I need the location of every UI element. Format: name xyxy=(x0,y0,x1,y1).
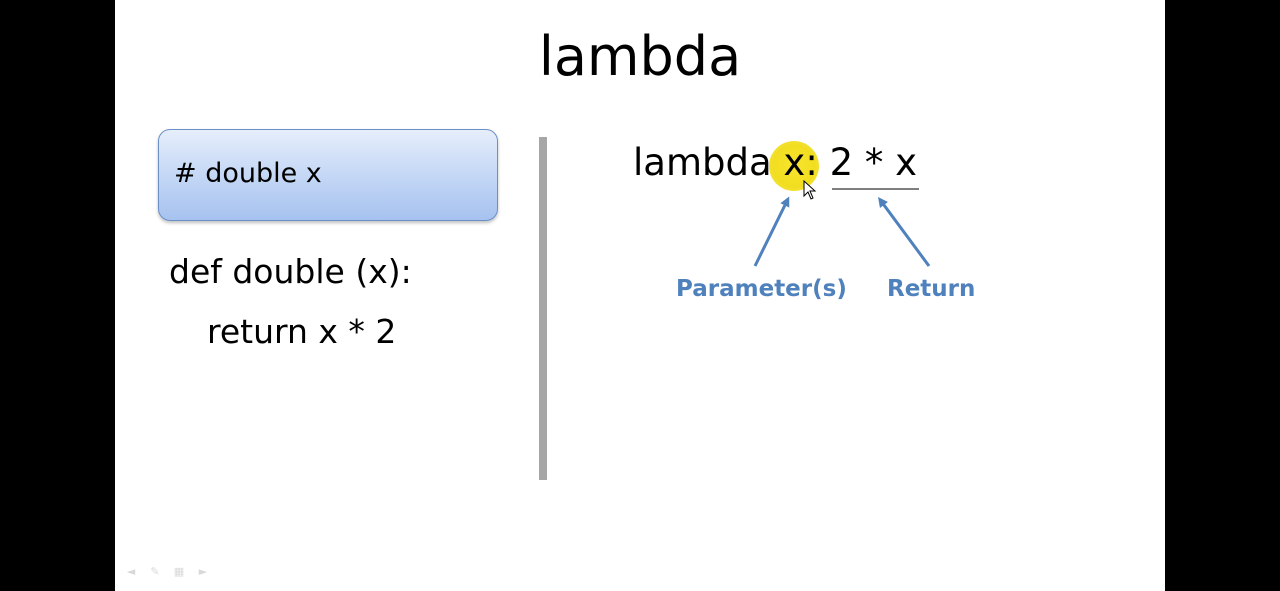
code-line-return: return x * 2 xyxy=(207,312,397,351)
comment-text: # double x xyxy=(174,158,322,189)
vertical-divider xyxy=(539,137,547,480)
lambda-parameter: x: xyxy=(783,141,818,184)
return-label: Return xyxy=(887,276,976,302)
return-underline xyxy=(832,188,919,190)
code-line-def: def double (x): xyxy=(169,252,412,291)
pen-icon[interactable]: ✎ xyxy=(150,565,160,578)
lambda-expression: lambda x: 2 * x xyxy=(633,141,917,185)
return-arrow xyxy=(878,196,931,267)
back-arrow-icon[interactable]: ◄ xyxy=(126,565,136,578)
mouse-cursor-icon xyxy=(803,180,817,200)
forward-arrow-icon[interactable]: ► xyxy=(198,565,208,578)
comment-box: # double x xyxy=(158,129,498,221)
cursor-highlight xyxy=(769,141,819,191)
lambda-keyword: lambda xyxy=(633,141,772,184)
parameter-arrow xyxy=(753,196,790,267)
parameters-label: Parameter(s) xyxy=(676,276,847,302)
lambda-body: 2 * x xyxy=(829,141,918,184)
slideshow-toolbar[interactable]: ◄ ✎ ▦ ► xyxy=(123,566,211,582)
slide-sorter-icon[interactable]: ▦ xyxy=(173,565,185,578)
presentation-slide: lambda # double x def double (x): return… xyxy=(115,0,1165,591)
slide-title: lambda xyxy=(538,25,742,88)
